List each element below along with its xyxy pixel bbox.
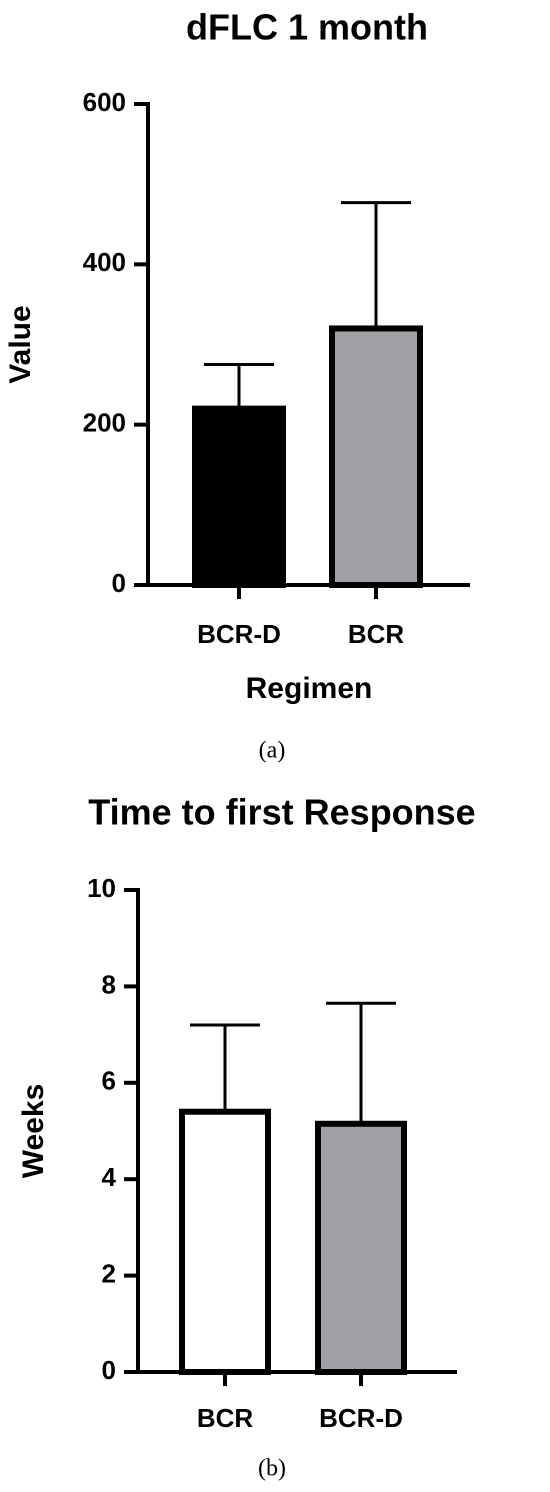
bar: [329, 325, 423, 588]
bar: [315, 1120, 407, 1376]
x-tick-label: BCR: [348, 619, 405, 649]
y-axis-label: Weeks: [17, 1084, 50, 1179]
y-tick-label: 2: [102, 1258, 116, 1288]
y-tick-label: 10: [87, 873, 116, 903]
y-tick-label: 400: [83, 247, 126, 277]
y-tick-label: 8: [102, 969, 116, 999]
y-tick-label: 0: [112, 568, 126, 598]
bar: [179, 1108, 271, 1375]
chart-title: dFLC 1 month: [186, 7, 428, 48]
y-tick-label: 600: [83, 87, 126, 117]
bar: [192, 405, 286, 588]
x-tick-label: BCR: [197, 1403, 254, 1433]
y-tick-label: 200: [83, 408, 126, 438]
x-axis-label: Regimen: [246, 672, 373, 705]
x-tick-label: BCR-D: [197, 619, 281, 649]
panel-label: (a): [259, 738, 286, 764]
y-axis-label: Value: [4, 305, 37, 383]
y-tick-label: 6: [102, 1066, 116, 1096]
x-tick-label: BCR-D: [319, 1403, 403, 1433]
panel-label: (b): [258, 1456, 286, 1482]
chart-title: Time to first Response: [88, 792, 475, 833]
y-tick-label: 4: [102, 1162, 117, 1192]
y-tick-label: 0: [102, 1355, 116, 1385]
